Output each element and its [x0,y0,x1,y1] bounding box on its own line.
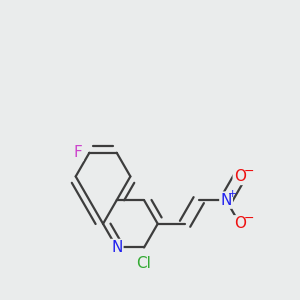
Text: F: F [74,145,82,160]
Text: −: − [243,165,254,178]
Text: O: O [234,216,246,231]
Text: O: O [234,169,246,184]
Text: −: − [243,212,254,225]
Text: Cl: Cl [136,256,152,271]
Text: +: + [228,189,237,199]
Text: N: N [220,193,232,208]
Text: N: N [111,240,122,255]
